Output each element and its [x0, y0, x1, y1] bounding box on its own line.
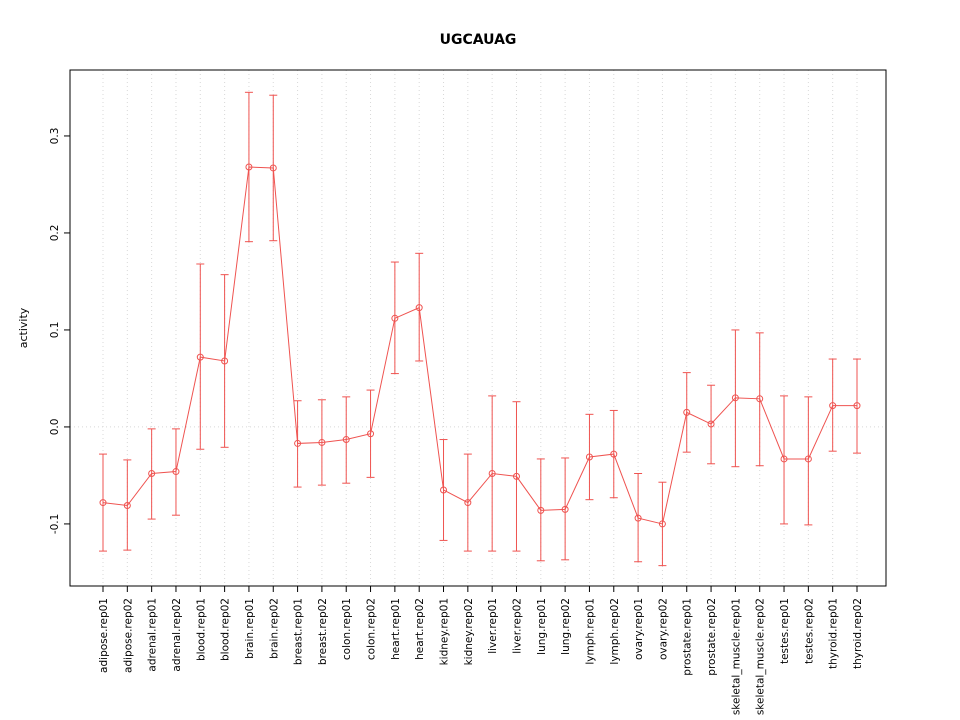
x-tick-label: kidney.rep02: [463, 598, 475, 665]
data-point: [440, 486, 448, 494]
chart-title: UGCAUAG: [440, 32, 517, 48]
data-point: [367, 430, 375, 438]
axes: -0.1 0.0 0.1 0.2 0.3 adipose.rep01 adipose.rep…: [49, 69, 887, 715]
data-point: [853, 402, 861, 410]
y-tick-label: -0.1: [49, 514, 61, 535]
data-series: [99, 91, 861, 567]
data-point: [610, 450, 618, 458]
error-bar: [780, 395, 789, 525]
x-tick-label: thyroid.rep02: [852, 598, 864, 669]
data-point: [756, 395, 764, 403]
data-point: [731, 394, 739, 402]
x-tick-label: testes.rep02: [803, 598, 815, 664]
data-point: [780, 455, 788, 463]
data-point: [415, 304, 423, 312]
data-point: [634, 514, 642, 522]
x-tick-label: adrenal.rep02: [171, 598, 183, 672]
x-tick-label: testes.rep01: [779, 598, 791, 664]
data-point: [294, 439, 302, 447]
y-tick-label: 0.2: [49, 225, 61, 242]
x-tick-label: prostate.rep02: [706, 598, 718, 676]
data-point: [585, 453, 593, 461]
x-tick-label: liver.rep01: [487, 598, 499, 654]
x-tick-label: thyroid.rep01: [828, 598, 840, 669]
data-point: [342, 436, 350, 444]
data-point: [707, 420, 715, 428]
data-point: [658, 520, 666, 528]
data-point: [537, 506, 545, 514]
data-point: [683, 408, 691, 416]
x-tick-label: lung.rep01: [536, 598, 548, 655]
data-point: [148, 469, 156, 477]
x-tick-label: lung.rep02: [560, 598, 572, 655]
x-tick-label: prostate.rep01: [682, 598, 694, 676]
x-tick-label: blood.rep01: [195, 598, 207, 661]
data-point: [196, 353, 204, 361]
data-point: [804, 455, 812, 463]
x-tick-label: skeletal_muscle.rep02: [755, 598, 767, 715]
x-tick-label: breast.rep01: [293, 598, 305, 665]
data-point: [221, 357, 229, 365]
x-tick-label: adipose.rep02: [122, 598, 134, 673]
x-tick-label: heart.rep01: [390, 598, 402, 660]
x-tick-label: colon.rep02: [366, 598, 378, 660]
x-tick-label: skeletal_muscle.rep01: [730, 598, 742, 715]
gridlines: [70, 70, 886, 586]
y-tick-label: 0.3: [49, 128, 61, 145]
data-point: [829, 402, 837, 410]
y-tick-label: 0.1: [49, 322, 61, 339]
plot-border: [69, 69, 887, 587]
x-tick-label: heart.rep02: [414, 598, 426, 660]
x-tick-label: ovary.rep01: [633, 598, 645, 660]
data-point: [123, 501, 131, 509]
data-point: [318, 438, 326, 446]
data-point: [391, 314, 399, 322]
data-point: [561, 505, 569, 513]
data-point: [245, 163, 253, 171]
data-point: [512, 472, 520, 480]
data-point: [464, 499, 472, 507]
x-tick-label: liver.rep02: [511, 598, 523, 654]
x-tick-label: colon.rep01: [341, 598, 353, 660]
x-tick-label: kidney.rep01: [439, 598, 451, 665]
data-point: [99, 499, 107, 507]
x-tick-label: lymph.rep01: [584, 598, 596, 665]
data-point: [488, 469, 496, 477]
x-tick-label: breast.rep02: [317, 598, 329, 665]
data-point: [269, 164, 277, 172]
y-tick-label: 0.0: [49, 419, 61, 436]
x-tick-label: brain.rep02: [268, 598, 280, 659]
data-point: [172, 468, 180, 476]
x-tick-label: blood.rep02: [220, 598, 232, 661]
series-line: [102, 166, 857, 525]
x-tick-label: ovary.rep02: [657, 598, 669, 660]
y-axis-label: activity: [17, 307, 30, 348]
x-tick-label: brain.rep01: [244, 598, 256, 659]
error-bar: [804, 396, 813, 526]
x-tick-label: adrenal.rep01: [147, 598, 159, 672]
x-tick-label: lymph.rep02: [609, 598, 621, 665]
x-tick-label: adipose.rep01: [98, 598, 110, 673]
